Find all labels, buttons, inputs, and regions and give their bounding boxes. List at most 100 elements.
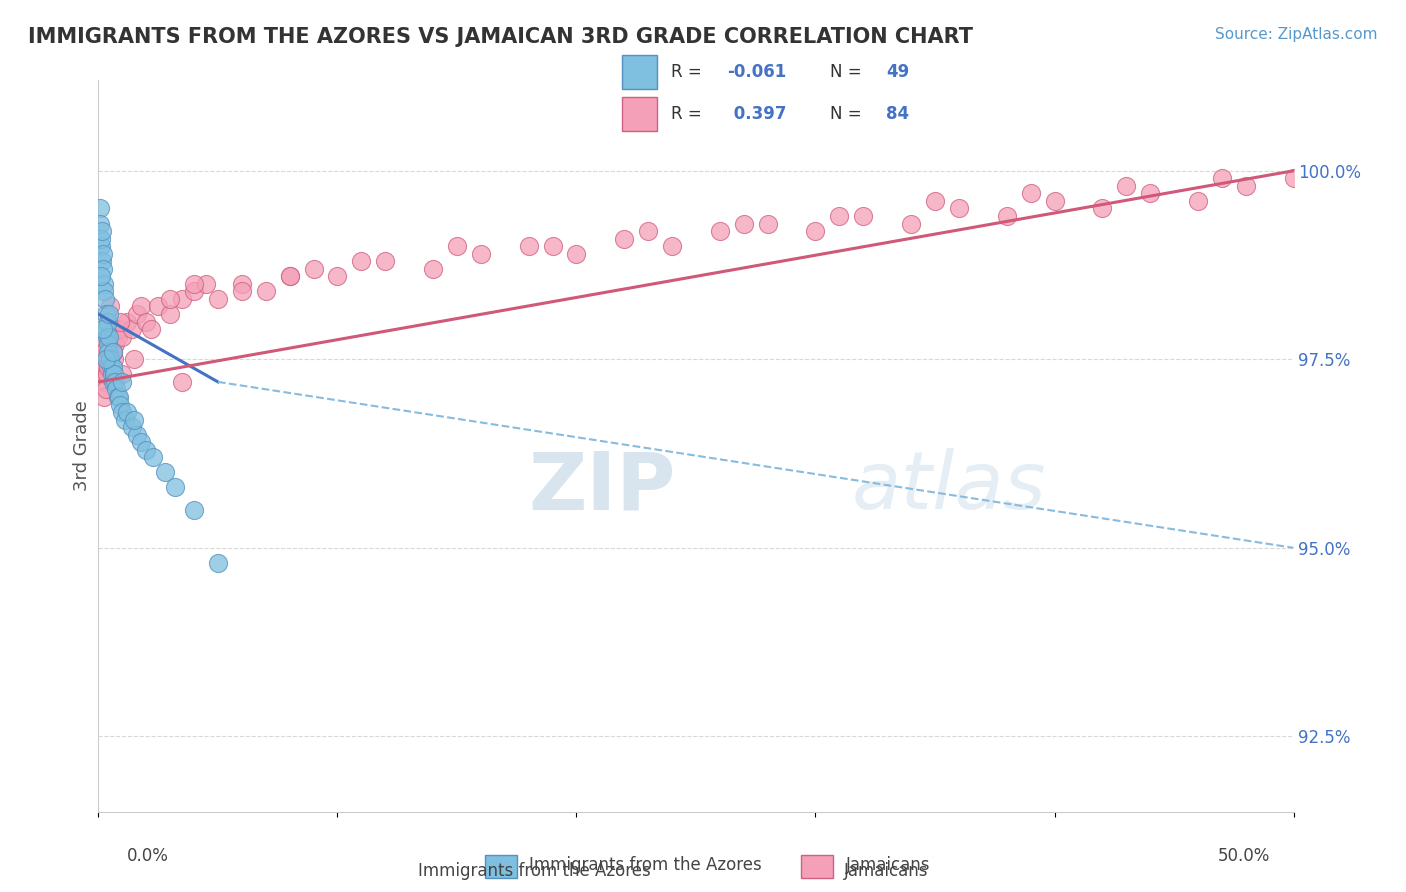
Point xyxy=(159,307,181,321)
Text: Jamaicans: Jamaicans xyxy=(846,856,931,874)
Point xyxy=(326,269,349,284)
Point xyxy=(96,329,118,343)
Point xyxy=(828,209,851,223)
Point xyxy=(101,359,124,374)
Point xyxy=(948,202,970,216)
Point xyxy=(107,329,129,343)
Point xyxy=(94,307,117,321)
Point xyxy=(1211,171,1233,186)
Point xyxy=(111,329,134,343)
Point xyxy=(278,269,301,284)
Point xyxy=(1115,178,1137,193)
Point xyxy=(172,292,194,306)
Point xyxy=(207,556,229,570)
Point xyxy=(108,322,131,336)
Point xyxy=(613,232,636,246)
Point xyxy=(541,239,564,253)
Point xyxy=(101,344,124,359)
Point xyxy=(111,368,134,382)
Point xyxy=(115,405,138,419)
Point xyxy=(172,375,194,389)
Point xyxy=(94,322,117,336)
Point xyxy=(91,224,114,238)
Point xyxy=(733,217,755,231)
Point xyxy=(97,337,120,351)
Point xyxy=(90,329,112,343)
Text: 50.0%: 50.0% xyxy=(1218,847,1271,864)
Point xyxy=(350,254,373,268)
Point xyxy=(709,224,731,238)
Point xyxy=(163,480,186,494)
Point xyxy=(93,344,115,359)
Point xyxy=(93,390,115,404)
Point xyxy=(96,315,118,329)
Point xyxy=(104,337,127,351)
Point xyxy=(108,315,131,329)
Point xyxy=(91,344,114,359)
Point xyxy=(121,322,143,336)
Point xyxy=(139,322,162,336)
Point xyxy=(135,315,157,329)
Point xyxy=(98,359,121,374)
Point xyxy=(93,277,115,291)
Point xyxy=(98,352,121,367)
Point xyxy=(94,368,117,382)
Point xyxy=(995,209,1018,223)
Point xyxy=(115,315,138,329)
Point xyxy=(756,217,779,231)
Point xyxy=(131,300,153,314)
Point xyxy=(1234,178,1257,193)
Point xyxy=(148,300,170,314)
Point xyxy=(98,300,122,314)
Point xyxy=(470,246,492,260)
Point xyxy=(90,239,112,253)
Point xyxy=(804,224,827,238)
Point xyxy=(90,352,112,367)
Point xyxy=(125,427,148,442)
Text: ZIP: ZIP xyxy=(529,449,676,526)
Point xyxy=(183,285,205,299)
Point xyxy=(661,239,683,253)
Text: Immigrants from the Azores: Immigrants from the Azores xyxy=(530,856,762,874)
Point xyxy=(107,390,129,404)
Point xyxy=(93,285,115,299)
Point xyxy=(91,246,114,260)
Point xyxy=(183,503,205,517)
Y-axis label: 3rd Grade: 3rd Grade xyxy=(73,401,91,491)
Text: atlas: atlas xyxy=(852,449,1046,526)
Point xyxy=(105,383,128,397)
Point xyxy=(97,344,120,359)
Point xyxy=(302,261,325,276)
Point xyxy=(131,435,153,450)
Point xyxy=(374,254,396,268)
Text: 0.0%: 0.0% xyxy=(127,847,169,864)
Point xyxy=(90,269,112,284)
Point xyxy=(96,329,118,343)
Point xyxy=(231,277,253,291)
Point xyxy=(98,337,121,351)
Point xyxy=(231,285,253,299)
Point xyxy=(94,352,117,367)
Point xyxy=(107,390,129,404)
Point xyxy=(124,352,146,367)
Point xyxy=(422,261,444,276)
Point xyxy=(1187,194,1209,208)
Point xyxy=(135,442,157,457)
Point xyxy=(91,368,114,382)
Point xyxy=(89,217,111,231)
Point xyxy=(96,368,118,382)
Point xyxy=(94,292,117,306)
Point xyxy=(142,450,165,465)
Point xyxy=(108,398,131,412)
Point xyxy=(1043,194,1066,208)
Point xyxy=(1139,186,1161,201)
Point xyxy=(111,405,134,419)
Point xyxy=(852,209,875,223)
Point xyxy=(91,375,114,389)
Point xyxy=(104,375,127,389)
Point xyxy=(98,352,122,367)
Text: Source: ZipAtlas.com: Source: ZipAtlas.com xyxy=(1215,27,1378,42)
Point xyxy=(89,202,111,216)
Point xyxy=(98,307,121,321)
Point xyxy=(103,368,125,382)
